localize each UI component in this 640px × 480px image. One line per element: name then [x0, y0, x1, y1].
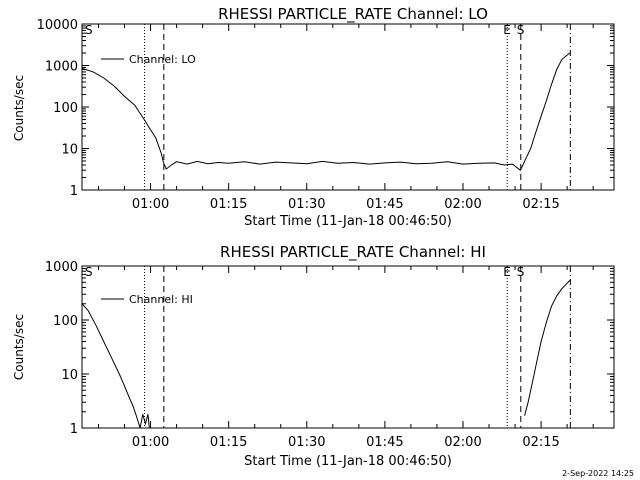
- series-line: [524, 279, 571, 416]
- legend-label: Channel: LO: [129, 53, 196, 66]
- chart-panel-lo: RHESSI PARTICLE_RATE Channel: LO Counts/…: [12, 5, 615, 229]
- y-tick-label: 1000: [45, 260, 78, 275]
- plot-frame: [81, 23, 615, 191]
- series-line: [81, 52, 571, 171]
- legend: Channel: LO: [101, 53, 196, 66]
- y-tick-label: 10: [61, 368, 78, 383]
- chart-panel-hi: RHESSI PARTICLE_RATE Channel: HI Counts/…: [12, 243, 615, 469]
- event-marker-label: S: [517, 265, 525, 279]
- x-tick-label: 01:00: [132, 197, 169, 212]
- x-tick-label: 02:15: [522, 197, 559, 212]
- chart-title: RHESSI PARTICLE_RATE Channel: LO: [218, 5, 488, 24]
- x-tick-label: 01:30: [288, 197, 325, 212]
- y-tick-label: 10000: [37, 18, 78, 33]
- y-axis-label: Counts/sec: [12, 314, 26, 380]
- x-tick-label: 01:15: [210, 435, 247, 450]
- x-axis-label: Start Time (11-Jan-18 00:46:50): [244, 214, 452, 229]
- event-marker-label: E: [503, 265, 511, 279]
- x-tick-label: 01:15: [210, 197, 247, 212]
- x-tick-label: 01:00: [132, 435, 169, 450]
- x-tick-label: 02:15: [522, 435, 559, 450]
- legend-label: Channel: HI: [129, 293, 193, 306]
- x-tick-label: 02:00: [444, 197, 481, 212]
- legend: Channel: HI: [101, 293, 193, 306]
- event-marker-label: S: [517, 23, 525, 37]
- x-tick-label: 01:45: [366, 435, 403, 450]
- event-marker-label: S: [85, 23, 93, 37]
- y-tick-label: 100: [53, 101, 78, 116]
- series-line: [81, 303, 150, 429]
- y-axis-label: Counts/sec: [12, 75, 26, 141]
- y-tick-label: 1: [70, 422, 78, 437]
- y-tick-label: 100: [53, 314, 78, 329]
- footer-timestamp: 2-Sep-2022 14:25: [562, 469, 634, 478]
- event-marker-label: S: [85, 265, 93, 279]
- x-tick-label: 02:00: [444, 435, 481, 450]
- plot-frame: [81, 265, 615, 429]
- x-axis-label: Start Time (11-Jan-18 00:46:50): [244, 454, 452, 469]
- event-marker-label: E: [503, 23, 511, 37]
- x-tick-label: 01:30: [288, 435, 325, 450]
- chart-title: RHESSI PARTICLE_RATE Channel: HI: [220, 243, 486, 262]
- x-tick-label: 01:45: [366, 197, 403, 212]
- y-tick-label: 1000: [45, 60, 78, 75]
- y-tick-label: 10: [61, 143, 78, 158]
- y-tick-label: 1: [70, 184, 78, 199]
